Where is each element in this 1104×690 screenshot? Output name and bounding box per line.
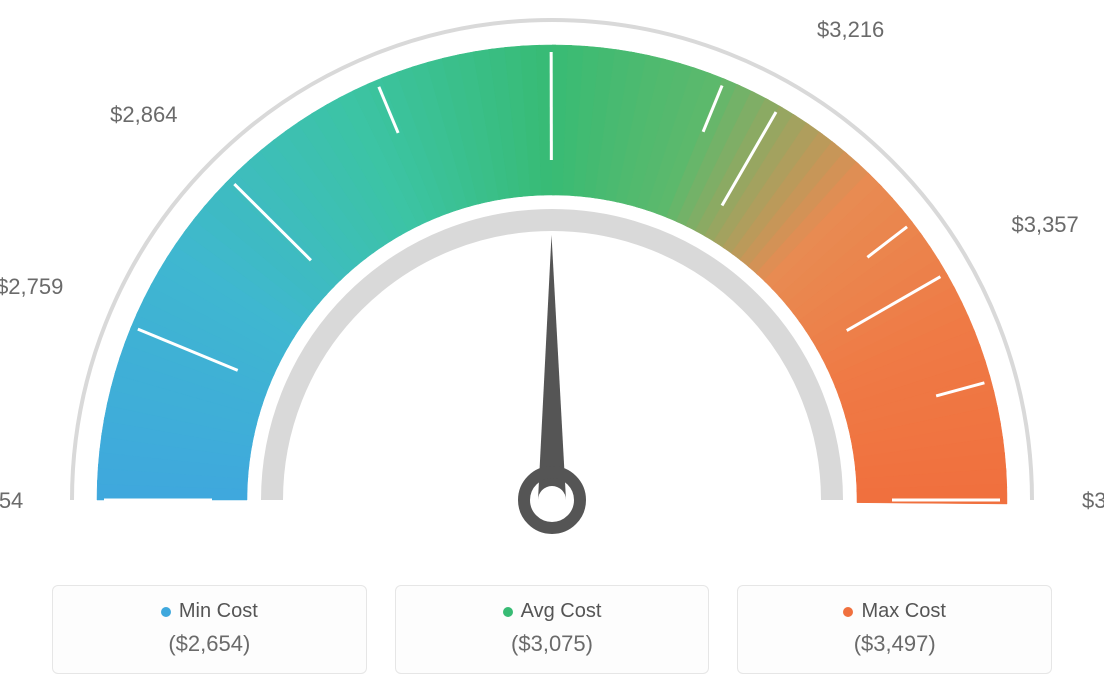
avg-cost-card: Avg Cost ($3,075) [395, 585, 710, 674]
min-cost-value: ($2,654) [53, 631, 366, 657]
cost-gauge-widget: $2,654$2,759$2,864$3,075$3,216$3,357$3,4… [0, 0, 1104, 690]
avg-cost-value: ($3,075) [396, 631, 709, 657]
avg-cost-title: Avg Cost [503, 600, 602, 623]
min-cost-title: Min Cost [161, 600, 258, 623]
gauge-chart [52, 0, 1052, 560]
gauge-area: $2,654$2,759$2,864$3,075$3,216$3,357$3,4… [0, 0, 1104, 560]
min-cost-card: Min Cost ($2,654) [52, 585, 367, 674]
avg-cost-label: Avg Cost [521, 600, 602, 623]
max-cost-title: Max Cost [843, 600, 945, 623]
gauge-tick-label: $2,759 [0, 274, 63, 300]
gauge-tick-label: $3,216 [817, 17, 884, 43]
max-cost-value: ($3,497) [738, 631, 1051, 657]
min-cost-label: Min Cost [179, 600, 258, 623]
max-cost-card: Max Cost ($3,497) [737, 585, 1052, 674]
gauge-tick-label: $2,864 [110, 102, 177, 128]
max-cost-label: Max Cost [861, 600, 945, 623]
max-dot-icon [843, 607, 853, 617]
summary-cards: Min Cost ($2,654) Avg Cost ($3,075) Max … [52, 585, 1052, 674]
gauge-tick-label: $3,497 [1082, 488, 1104, 514]
gauge-tick-label: $2,654 [0, 488, 23, 514]
avg-dot-icon [503, 607, 513, 617]
gauge-tick-label: $3,357 [1011, 212, 1078, 238]
min-dot-icon [161, 607, 171, 617]
